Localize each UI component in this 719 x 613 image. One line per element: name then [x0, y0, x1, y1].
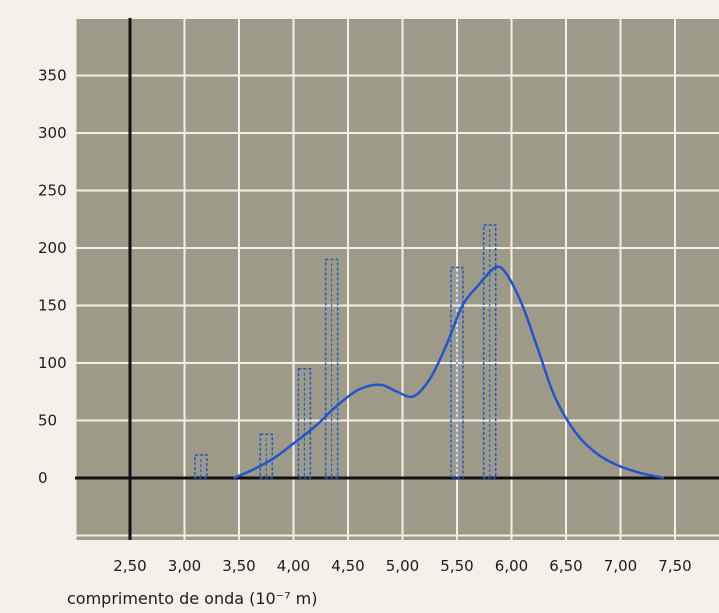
histogram-bar — [259, 433, 273, 479]
x-tick-label: 6,50 — [549, 557, 582, 575]
x-tick-label: 7,50 — [658, 557, 691, 575]
x-axis-label: comprimento de onda (10⁻⁷ m) — [67, 589, 318, 608]
x-tick-label: 4,50 — [331, 557, 364, 575]
histogram-bar — [450, 266, 464, 479]
x-tick-label: 2,50 — [113, 557, 146, 575]
y-tick-label: 50 — [38, 412, 57, 430]
y-tick-label: 100 — [38, 354, 67, 372]
y-tick-label: 0 — [38, 469, 48, 487]
histogram-bar — [194, 454, 208, 479]
x-tick-label: 3,50 — [222, 557, 255, 575]
y-tick-label: 350 — [38, 67, 67, 85]
x-tick-label: 4,00 — [277, 557, 310, 575]
spectrum-curve — [233, 265, 665, 480]
x-tick-label: 5,00 — [386, 557, 419, 575]
x-tick-label: 7,00 — [604, 557, 637, 575]
y-tick-label: 250 — [38, 182, 67, 200]
plot-background — [75, 18, 719, 540]
y-tick-label: 150 — [38, 297, 67, 315]
y-tick-label: 300 — [38, 124, 67, 142]
y-tick-label: 200 — [38, 239, 67, 257]
x-tick-label: 3,00 — [168, 557, 201, 575]
histogram-bar — [324, 258, 339, 479]
histogram-bar — [482, 224, 497, 479]
x-tick-label: 6,00 — [495, 557, 528, 575]
x-tick-label: 5,50 — [440, 557, 473, 575]
